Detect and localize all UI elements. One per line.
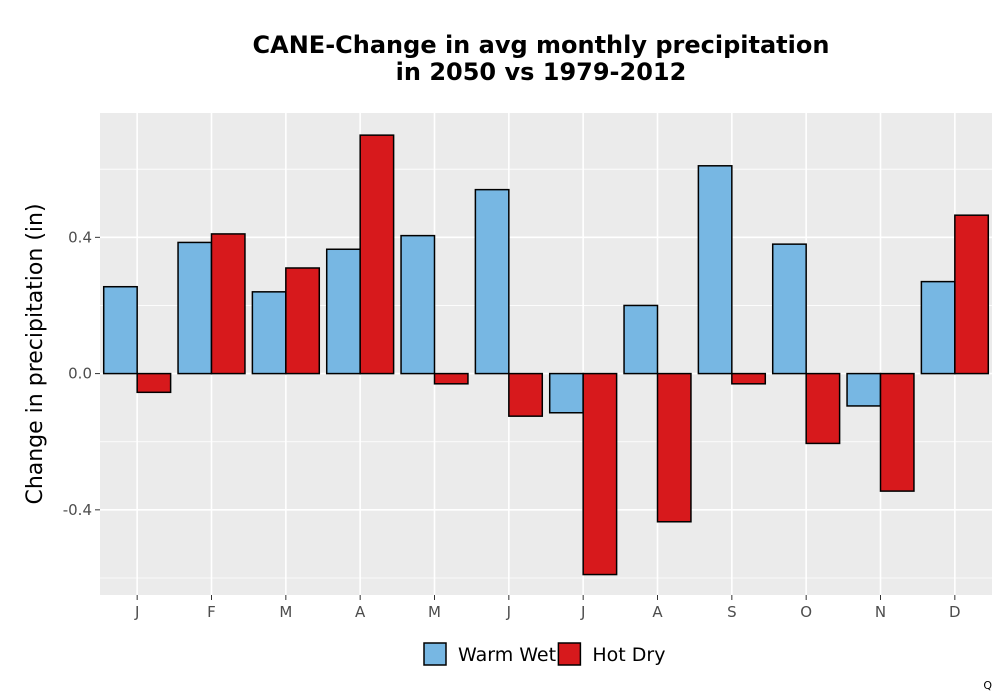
y-tick-label: -0.4 — [63, 501, 92, 519]
bar-warm-wet-7 — [548, 372, 584, 414]
chart-title-line-1: CANE-Change in avg monthly precipitation — [252, 31, 830, 59]
bar-hot-dry-3 — [285, 267, 321, 375]
x-tick-label: J — [580, 603, 585, 621]
corner-mark: Q — [983, 679, 992, 692]
bar-hot-dry-9 — [731, 372, 767, 385]
bar-hot-dry-12 — [954, 214, 990, 375]
bar-warm-wet-5 — [400, 234, 436, 375]
x-tick-label: D — [949, 603, 961, 621]
y-tick-label: 0.0 — [68, 365, 92, 383]
x-tick-label: N — [875, 603, 886, 621]
y-tick-label: 0.4 — [68, 228, 92, 246]
x-tick-label: M — [428, 603, 441, 621]
bar-hot-dry-1 — [136, 372, 172, 394]
x-tick-label: F — [207, 603, 216, 621]
bar-warm-wet-10 — [771, 243, 807, 375]
legend-label-warm-wet: Warm Wet — [458, 644, 556, 666]
x-tick-label: J — [506, 603, 511, 621]
chart-title-line-2: in 2050 vs 1979-2012 — [395, 58, 687, 86]
bar-warm-wet-3 — [251, 291, 287, 375]
minor-gridlines — [100, 168, 992, 579]
x-tick-label: M — [279, 603, 292, 621]
bar-warm-wet-4 — [325, 248, 361, 375]
bar-warm-wet-2 — [177, 241, 213, 375]
x-tick-label: O — [800, 603, 812, 621]
chart-title: CANE-Change in avg monthly precipitation… — [100, 32, 982, 86]
legend-label-hot-dry: Hot Dry — [592, 644, 665, 666]
bar-hot-dry-10 — [805, 372, 841, 445]
bar-warm-wet-9 — [697, 165, 733, 375]
bar-hot-dry-11 — [879, 372, 915, 492]
x-tick-label: J — [134, 603, 139, 621]
bar-hot-dry-8 — [656, 372, 692, 523]
legend-swatch-hot-dry — [557, 642, 582, 666]
bar-warm-wet-12 — [920, 280, 956, 375]
bar-warm-wet-11 — [846, 372, 882, 407]
bar-warm-wet-8 — [623, 304, 659, 375]
bar-hot-dry-5 — [433, 372, 469, 385]
legend: Warm Wet Hot Dry — [423, 642, 665, 666]
y-axis-label: Change in precipitation (in) — [23, 203, 48, 504]
bar-warm-wet-1 — [102, 285, 138, 375]
bar-hot-dry-2 — [210, 233, 246, 375]
bar-hot-dry-4 — [359, 134, 395, 375]
bar-warm-wet-6 — [474, 188, 510, 375]
legend-swatch-warm-wet — [423, 642, 447, 666]
x-tick-label: A — [652, 603, 663, 621]
bar-hot-dry-7 — [582, 372, 618, 576]
x-tick-label: A — [355, 603, 366, 621]
bar-hot-dry-6 — [508, 372, 544, 417]
y-axis: -0.4 0.0 0.4 — [63, 228, 100, 519]
bars — [102, 134, 990, 576]
plot-panel — [100, 113, 992, 595]
x-tick-label: S — [727, 603, 737, 621]
